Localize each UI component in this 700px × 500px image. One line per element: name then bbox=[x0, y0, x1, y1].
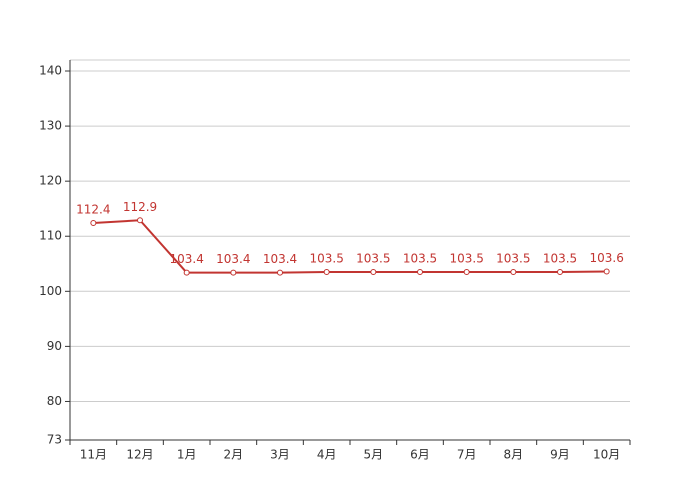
data-label: 103.5 bbox=[403, 252, 437, 266]
x-tick-label: 8月 bbox=[504, 448, 524, 462]
point bbox=[603, 268, 610, 275]
point bbox=[417, 269, 423, 276]
data-label: 103.4 bbox=[263, 252, 297, 266]
point bbox=[510, 269, 517, 276]
data-label: 103.6 bbox=[589, 251, 623, 265]
point bbox=[557, 269, 563, 276]
y-tick-label: 130 bbox=[39, 119, 62, 133]
point bbox=[230, 269, 237, 276]
line bbox=[93, 219, 607, 274]
x-tick-label: 2月 bbox=[224, 448, 244, 462]
x-tick-label: 6月 bbox=[410, 448, 430, 462]
y-tick-label: 80 bbox=[47, 394, 62, 408]
point bbox=[183, 269, 190, 276]
x-tick-label: 12月 bbox=[126, 448, 153, 462]
x-tick-label: 9月 bbox=[550, 448, 570, 462]
point bbox=[90, 220, 97, 227]
x-tick-label: 1月 bbox=[177, 448, 197, 462]
x-tick-label: 7月 bbox=[457, 448, 477, 462]
x-tick-label: 4月 bbox=[317, 448, 337, 462]
x-tick-label: 3月 bbox=[270, 448, 290, 462]
y-tick-label: 140 bbox=[39, 64, 62, 78]
y-tick-label: 120 bbox=[39, 174, 62, 188]
data-label: 112.9 bbox=[123, 200, 157, 214]
x-tick-label: 11月 bbox=[80, 448, 107, 462]
data-label: 103.5 bbox=[449, 252, 483, 266]
data-label: 103.5 bbox=[543, 252, 577, 266]
y-tick-label: 110 bbox=[39, 229, 62, 243]
y-tick-label: 90 bbox=[47, 339, 62, 353]
point bbox=[277, 269, 283, 276]
x-tick-label: 5月 bbox=[364, 448, 384, 462]
x-tick-label: 10月 bbox=[593, 448, 620, 462]
y-tick-label: 73 bbox=[47, 433, 62, 447]
point bbox=[323, 269, 330, 276]
data-label: 103.4 bbox=[169, 252, 203, 266]
data-label: 112.4 bbox=[76, 203, 110, 217]
point bbox=[463, 269, 470, 276]
data-label: 103.5 bbox=[356, 252, 390, 266]
data-label: 103.5 bbox=[496, 252, 530, 266]
data-label: 103.5 bbox=[309, 252, 343, 266]
y-tick-label: 100 bbox=[39, 284, 62, 298]
point bbox=[137, 217, 143, 224]
point bbox=[370, 269, 377, 276]
data-label: 103.4 bbox=[216, 252, 250, 266]
